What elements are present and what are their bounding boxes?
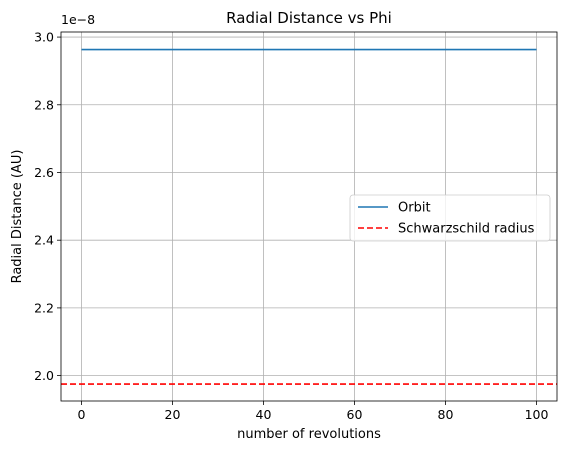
y-tick-label: 2.2	[34, 300, 54, 315]
x-tick-label: 60	[347, 407, 363, 422]
plot-frame	[60, 31, 558, 402]
chart-title: Radial Distance vs Phi	[226, 9, 392, 27]
legend-label-schwarzschild-radius: Schwarzschild radius	[398, 222, 535, 237]
x-tick-label: 0	[78, 407, 86, 422]
legend-box	[349, 194, 551, 242]
y-tick-label: 2.0	[34, 368, 54, 383]
y-axis-label: Radial Distance (AU)	[10, 150, 25, 284]
axis-ticks: 0 20 40 60 80 100 2.0 2.2 2.4 2.6 2.8 3.0	[34, 30, 548, 422]
x-tick-label: 40	[256, 407, 272, 422]
y-tick-label: 3.0	[34, 30, 54, 45]
legend-label-orbit: Orbit	[398, 201, 431, 216]
plot-data	[61, 48, 557, 385]
y-tick-label: 2.8	[34, 97, 54, 112]
x-tick-label: 20	[165, 407, 181, 422]
x-tick-label: 100	[525, 407, 549, 422]
x-axis-label: number of revolutions	[237, 427, 381, 442]
y-tick-label: 2.4	[34, 233, 54, 248]
y-tick-label: 2.6	[34, 165, 54, 180]
legend: Orbit Schwarzschild radius	[349, 194, 551, 242]
x-tick-label: 80	[438, 407, 454, 422]
y-offset-label: 1e−8	[61, 12, 95, 27]
